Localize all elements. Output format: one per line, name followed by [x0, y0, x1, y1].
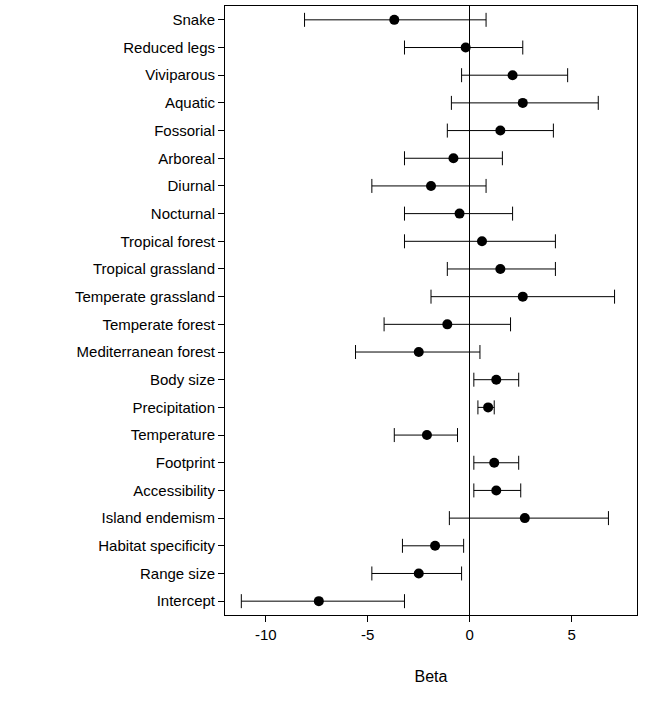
svg-text:0: 0 [466, 626, 474, 643]
svg-text:Footprint: Footprint [156, 454, 216, 471]
svg-text:Tropical grassland: Tropical grassland [93, 260, 215, 277]
svg-text:Aquatic: Aquatic [165, 94, 216, 111]
svg-text:Tropical forest: Tropical forest [121, 233, 216, 250]
svg-text:Habitat specificity: Habitat specificity [98, 537, 215, 554]
svg-text:Body size: Body size [150, 371, 215, 388]
svg-text:Fossorial: Fossorial [154, 122, 215, 139]
svg-text:Precipitation: Precipitation [132, 399, 215, 416]
svg-text:Diurnal: Diurnal [167, 177, 215, 194]
svg-text:Arboreal: Arboreal [158, 150, 215, 167]
svg-text:Reduced legs: Reduced legs [123, 39, 215, 56]
svg-text:Intercept: Intercept [157, 592, 216, 609]
svg-text:Viviparous: Viviparous [145, 66, 215, 83]
svg-text:5: 5 [568, 626, 576, 643]
svg-text:Island endemism: Island endemism [102, 509, 215, 526]
svg-text:Temperature: Temperature [131, 426, 215, 443]
svg-text:-10: -10 [255, 626, 277, 643]
svg-text:Snake: Snake [172, 11, 215, 28]
svg-text:Beta: Beta [415, 668, 448, 685]
svg-text:Accessibility: Accessibility [133, 482, 215, 499]
svg-text:Range size: Range size [140, 565, 215, 582]
svg-text:Mediterranean forest: Mediterranean forest [77, 343, 216, 360]
svg-text:-5: -5 [361, 626, 374, 643]
svg-text:Temperate grassland: Temperate grassland [75, 288, 215, 305]
svg-text:Nocturnal: Nocturnal [151, 205, 215, 222]
svg-text:Temperate forest: Temperate forest [102, 316, 215, 333]
